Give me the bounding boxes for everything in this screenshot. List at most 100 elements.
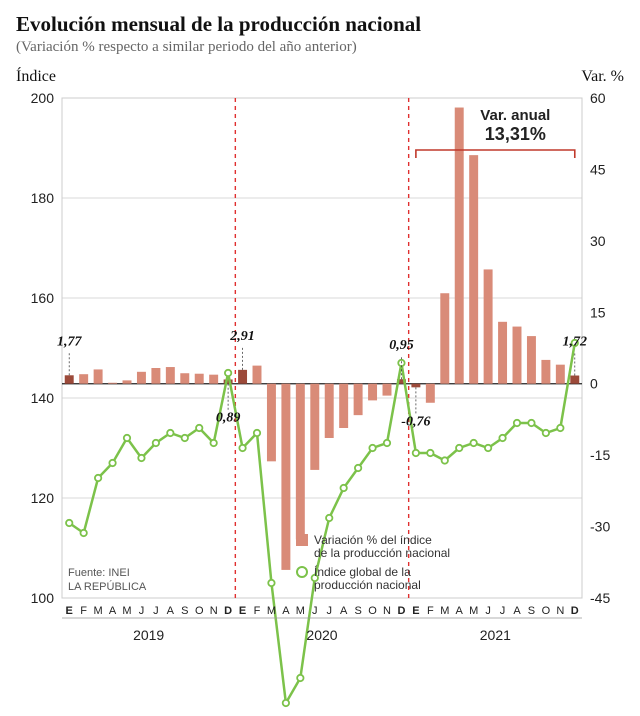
line-series — [69, 343, 575, 703]
line-marker — [268, 580, 274, 586]
bar — [65, 375, 74, 383]
month-label: A — [167, 605, 175, 617]
bar — [137, 372, 146, 384]
svg-text:-30: -30 — [590, 519, 610, 535]
line-marker — [340, 485, 346, 491]
line-marker — [456, 445, 462, 451]
month-label: N — [210, 605, 218, 617]
month-label: D — [571, 605, 579, 617]
svg-text:60: 60 — [590, 90, 606, 106]
month-label: O — [195, 605, 204, 617]
bar — [195, 374, 204, 384]
line-marker — [225, 370, 231, 376]
line-marker — [369, 445, 375, 451]
line-marker — [326, 515, 332, 521]
line-marker — [413, 450, 419, 456]
bar — [151, 368, 160, 384]
line-marker — [80, 530, 86, 536]
month-label: S — [181, 605, 188, 617]
month-label: J — [326, 605, 332, 617]
bar — [570, 376, 579, 384]
bar — [383, 384, 392, 396]
line-marker — [543, 430, 549, 436]
bar — [166, 367, 175, 384]
month-label: E — [239, 605, 246, 617]
line-marker — [196, 425, 202, 431]
month-label: S — [354, 605, 361, 617]
chart-container: 100120140160180200-45-30-150153045601,77… — [16, 88, 624, 708]
bar — [411, 384, 420, 388]
line-marker — [514, 420, 520, 426]
bar — [455, 108, 464, 384]
year-label: 2020 — [306, 627, 337, 643]
bar — [108, 383, 117, 384]
month-label: E — [66, 605, 73, 617]
line-marker — [442, 457, 448, 463]
svg-text:180: 180 — [31, 190, 55, 206]
bar — [368, 384, 377, 401]
line-marker — [283, 700, 289, 706]
month-label: J — [153, 605, 159, 617]
year-label: 2021 — [480, 627, 511, 643]
bar — [79, 374, 88, 384]
line-marker — [66, 520, 72, 526]
bar — [469, 155, 478, 384]
month-label: M — [267, 605, 276, 617]
svg-text:Var. anual: Var. anual — [480, 107, 550, 124]
svg-text:-45: -45 — [590, 590, 610, 606]
month-label: A — [109, 605, 117, 617]
svg-text:30: 30 — [590, 233, 606, 249]
bar — [94, 369, 103, 383]
month-label: M — [469, 605, 478, 617]
line-marker — [528, 420, 534, 426]
svg-text:de la producción nacional: de la producción nacional — [314, 546, 450, 560]
bar — [281, 384, 290, 570]
line-marker — [239, 445, 245, 451]
month-label: D — [397, 605, 405, 617]
line-marker — [485, 445, 491, 451]
month-label: J — [500, 605, 506, 617]
month-label: M — [440, 605, 449, 617]
month-label: F — [80, 605, 87, 617]
bar — [123, 380, 132, 383]
bar — [527, 336, 536, 384]
line-marker — [210, 440, 216, 446]
bar — [354, 384, 363, 415]
svg-text:100: 100 — [31, 590, 55, 606]
svg-text:-0,76: -0,76 — [401, 414, 430, 429]
month-label: N — [556, 605, 564, 617]
line-marker — [182, 435, 188, 441]
right-axis-title: Var. % — [581, 68, 624, 86]
bar — [238, 370, 247, 384]
month-label: E — [412, 605, 419, 617]
svg-text:0: 0 — [590, 376, 598, 392]
bar — [180, 373, 189, 383]
bar — [541, 360, 550, 384]
line-marker — [470, 440, 476, 446]
bar — [339, 384, 348, 428]
month-label: A — [340, 605, 348, 617]
bar — [253, 366, 262, 384]
month-label: J — [312, 605, 318, 617]
chart-title: Evolución mensual de la producción nacio… — [16, 12, 624, 37]
chart-subtitle: (Variación % respecto a similar periodo … — [16, 39, 624, 56]
svg-text:200: 200 — [31, 90, 55, 106]
svg-text:0,95: 0,95 — [389, 338, 414, 353]
line-marker — [138, 455, 144, 461]
year-label: 2019 — [133, 627, 164, 643]
svg-text:13,31%: 13,31% — [485, 124, 546, 144]
month-label: F — [254, 605, 261, 617]
svg-text:120: 120 — [31, 490, 55, 506]
line-marker — [153, 440, 159, 446]
svg-text:producción nacional: producción nacional — [314, 578, 421, 592]
svg-text:Índice global de la: Índice global de la — [314, 564, 411, 579]
bar — [426, 384, 435, 403]
line-marker — [499, 435, 505, 441]
svg-text:140: 140 — [31, 390, 55, 406]
bar — [296, 384, 305, 540]
svg-text:1,77: 1,77 — [57, 334, 83, 349]
month-label: N — [383, 605, 391, 617]
line-marker — [254, 430, 260, 436]
left-axis-title: Índice — [16, 68, 56, 86]
bar — [325, 384, 334, 438]
